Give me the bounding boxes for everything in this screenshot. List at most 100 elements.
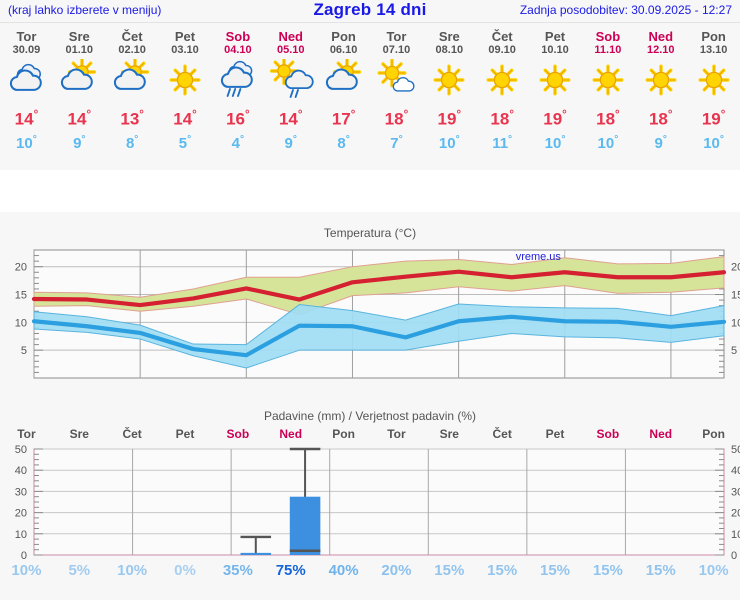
temp-min: 10° [703, 133, 724, 152]
sunny-icon [532, 59, 578, 103]
day-date: 01.10 [65, 44, 94, 56]
sunny-icon [585, 59, 631, 103]
svg-text:0: 0 [21, 550, 27, 562]
forecast-day-column: Pon 06.10 17° 8° [317, 24, 370, 170]
day-date: 07.10 [382, 44, 411, 56]
page-header: (kraj lahko izberete v meniju) Zagreb 14… [0, 0, 740, 22]
temp-max: 19° [543, 109, 567, 129]
day-of-week: Sob [595, 29, 621, 44]
header-divider [0, 22, 740, 23]
day-of-week: Pon [331, 29, 356, 44]
cloudy-icon [3, 59, 49, 103]
temp-min: 10° [544, 133, 566, 152]
precipitation-day-label: Pet [175, 427, 195, 441]
temp-max: 19° [701, 109, 726, 129]
day-of-week: Sre [68, 29, 90, 44]
temp-min: 9° [654, 133, 667, 152]
temp-min: 7° [390, 133, 403, 152]
svg-text:0: 0 [731, 550, 737, 562]
temp-max: 18° [490, 109, 514, 129]
precipitation-day-label: Ned [279, 427, 303, 441]
temperature-plot: 5 5 10 10 15 15 20 20 vreme.us [0, 242, 740, 404]
day-date: 03.10 [171, 44, 199, 56]
temp-max: 16° [226, 109, 250, 129]
svg-text:30: 30 [15, 486, 27, 498]
day-of-week: Pon [701, 29, 726, 44]
svg-text:5: 5 [731, 345, 737, 357]
forecast-day-column: Pet 10.10 19° 10° [529, 24, 582, 170]
temp-max: 19° [437, 109, 462, 129]
temperature-chart-title: Temperatura (°C) [323, 226, 417, 240]
precipitation-day-label: Pet [545, 427, 565, 441]
forecast-day-column: Sre 01.10 14° 9° [53, 24, 106, 170]
day-of-week: Ned [278, 29, 303, 44]
precipitation-probability: 0% [174, 562, 196, 579]
precipitation-probability: 5% [68, 562, 91, 579]
svg-text:vreme.us: vreme.us [516, 251, 562, 263]
forecast-day-column: Sob 11.10 18° 10° [581, 24, 634, 170]
sunny-icon [426, 59, 472, 103]
temp-max: 14° [173, 109, 197, 129]
precipitation-day-label: Čet [122, 427, 142, 441]
forecast-day-column: Pet 03.10 14° 5° [159, 24, 212, 170]
precipitation-day-label: Ned [649, 427, 673, 441]
day-date: 11.10 [594, 44, 622, 56]
forecast-day-column: Sob 04.10 16° 4° [211, 24, 264, 170]
day-date: 09.10 [488, 44, 516, 56]
temp-max: 14° [67, 109, 92, 129]
svg-text:10: 10 [731, 529, 740, 541]
precipitation-day-label: Sob [596, 427, 620, 441]
temp-max: 18° [648, 109, 673, 129]
precipitation-day-label: Čet [492, 427, 512, 441]
day-of-week: Tor [386, 29, 407, 44]
day-date: 05.10 [276, 44, 305, 56]
precipitation-day-label: Pon [332, 427, 355, 441]
day-of-week: Čet [491, 29, 513, 44]
svg-text:5: 5 [21, 345, 27, 357]
day-of-week: Pet [174, 29, 196, 44]
precipitation-probability: 35% [222, 562, 253, 579]
day-date: 10.10 [541, 44, 569, 56]
precipitation-chart-title: Padavine (mm) / Verjetnost padavin (%) [263, 409, 477, 423]
precipitation-day-label: Tor [387, 427, 406, 441]
forecast-day-column: Čet 09.10 18° 11° [476, 24, 529, 170]
day-date: 13.10 [699, 44, 728, 56]
svg-text:10: 10 [15, 529, 27, 541]
temp-max: 14° [14, 109, 39, 129]
precipitation-probability: 15% [487, 562, 518, 579]
temp-min: 10° [597, 133, 619, 152]
temperature-chart: Temperatura (°C) 5 5 10 10 15 15 20 20 vreme.us [0, 212, 740, 412]
temp-min: 10° [16, 133, 37, 152]
temp-max: 18° [596, 109, 620, 129]
precipitation-probability: 15% [592, 562, 623, 579]
svg-text:30: 30 [731, 486, 740, 498]
forecast-day-column: Pon 13.10 19° 10° [687, 24, 740, 170]
rain-icon [215, 59, 261, 103]
sunny-icon [638, 59, 684, 103]
partly-sunny-icon [321, 59, 367, 103]
forecast-day-column: Čet 02.10 13° 8° [106, 24, 159, 170]
temp-min: 9° [284, 133, 297, 152]
temp-min: 9° [73, 133, 86, 152]
page-title: Zagreb 14 dni [313, 0, 427, 19]
precipitation-probability: 75% [275, 562, 306, 579]
precipitation-probability: 15% [434, 562, 465, 579]
forecast-day-column: Tor 07.10 18° 7° [370, 24, 423, 170]
svg-text:10: 10 [731, 317, 740, 329]
day-of-week: Ned [648, 29, 674, 44]
precipitation-day-label: Sre [69, 427, 89, 441]
precipitation-day-label: Sob [226, 427, 250, 441]
sunny-icon [479, 59, 525, 103]
precipitation-day-label: Pon [702, 427, 725, 441]
precipitation-day-labels: Tor Sre Čet Pet Sob Ned Pon Tor Sre Čet Pet Sob Ned P… [0, 427, 740, 443]
precipitation-probability: 40% [328, 562, 359, 579]
svg-text:15: 15 [731, 290, 740, 302]
sunny-icon [162, 59, 208, 103]
day-date: 12.10 [646, 44, 675, 56]
temp-max: 17° [331, 109, 356, 129]
temp-min: 8° [337, 133, 350, 152]
day-date: 06.10 [329, 44, 358, 56]
svg-text:10: 10 [15, 317, 27, 329]
location-menu-note: (kraj lahko izberete v meniju) [8, 3, 162, 17]
